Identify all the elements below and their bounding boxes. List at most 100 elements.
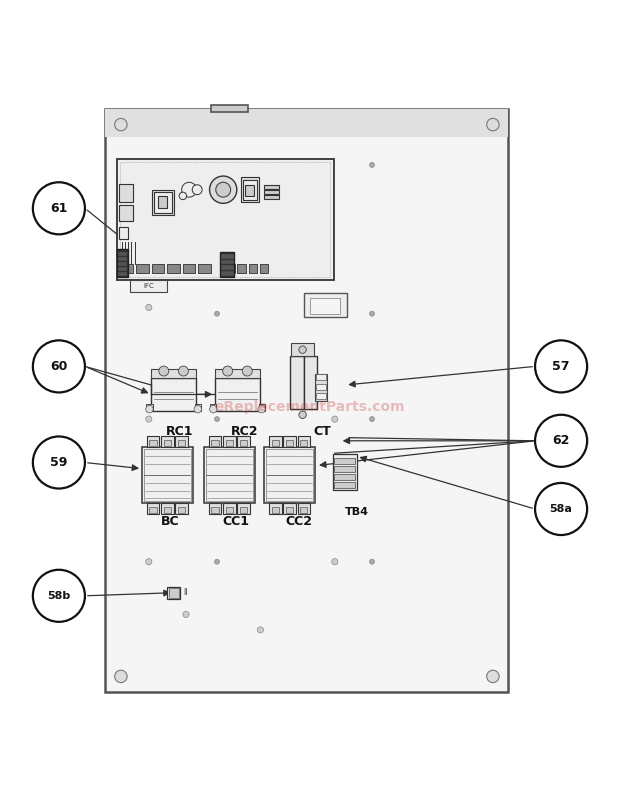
Text: 60: 60 [50,360,68,373]
Bar [286,506,293,513]
Circle shape [258,405,265,413]
Bar [226,440,233,446]
Bar [211,105,248,112]
Bar [183,264,195,273]
Bar [316,384,326,390]
Bar [147,436,159,447]
Bar [178,506,185,513]
Bar [223,436,236,447]
Bar [198,264,211,273]
Circle shape [370,559,374,564]
Bar [310,298,340,314]
Bar [315,374,327,400]
Text: 58b: 58b [47,591,71,601]
Bar [221,260,232,264]
Bar [269,503,281,514]
Text: BC: BC [161,515,180,528]
Bar [206,449,253,501]
Circle shape [535,340,587,392]
Bar [333,454,356,490]
Bar [269,436,281,447]
Bar [226,506,233,513]
Bar [151,378,196,411]
Circle shape [257,627,264,633]
Circle shape [332,416,338,422]
Bar [118,262,126,265]
Bar [249,264,257,273]
Bar [164,440,171,446]
Bar [264,185,279,189]
Bar [241,177,259,202]
Circle shape [223,366,232,376]
Text: 62: 62 [552,434,570,447]
Bar [298,503,310,514]
Bar [175,436,188,447]
Circle shape [146,405,153,413]
Text: IFC: IFC [143,283,154,289]
Circle shape [210,405,217,413]
Circle shape [33,437,85,489]
Circle shape [295,360,300,366]
Circle shape [182,183,197,197]
Bar [117,248,128,276]
Bar [130,280,167,292]
Bar [316,374,326,380]
Circle shape [299,411,306,418]
Text: RC1: RC1 [166,425,193,438]
Circle shape [487,119,499,131]
Bar [119,183,133,202]
Bar [264,195,279,199]
Circle shape [215,312,219,316]
Bar [245,185,254,196]
Bar [334,457,355,464]
Circle shape [242,366,252,376]
Bar [211,440,219,446]
Circle shape [535,415,587,467]
Text: 61: 61 [50,202,68,215]
Bar [286,440,293,446]
Circle shape [146,304,152,311]
Bar [283,503,296,514]
Circle shape [295,460,300,465]
Bar [298,436,310,447]
Bar [167,586,180,599]
Bar [290,356,304,409]
Circle shape [370,163,374,167]
Bar [304,293,347,317]
Circle shape [33,183,85,235]
Bar [120,162,330,276]
Bar [260,264,268,273]
Bar [149,506,157,513]
Circle shape [215,559,219,564]
Bar [220,252,234,276]
Bar [237,503,250,514]
Bar [316,392,326,399]
Circle shape [115,670,127,682]
Bar [105,109,508,137]
Circle shape [216,183,231,197]
Bar [226,264,235,273]
Circle shape [332,558,338,565]
Bar [158,196,167,208]
Text: 59: 59 [50,456,68,469]
Text: RC2: RC2 [231,425,259,438]
Bar [210,404,216,411]
Bar [240,506,247,513]
Bar [144,449,191,501]
Bar [259,404,265,411]
Bar [209,436,221,447]
Bar [154,191,172,212]
Bar [209,503,221,514]
Circle shape [179,366,188,376]
Bar [167,264,180,273]
Bar [121,264,133,273]
Bar [243,179,257,199]
Bar [291,344,314,356]
Bar [195,404,201,411]
Bar [223,503,236,514]
Text: CC2: CC2 [285,515,312,528]
Bar [118,272,126,276]
Circle shape [146,558,152,565]
Circle shape [194,405,202,413]
Bar [264,190,279,194]
